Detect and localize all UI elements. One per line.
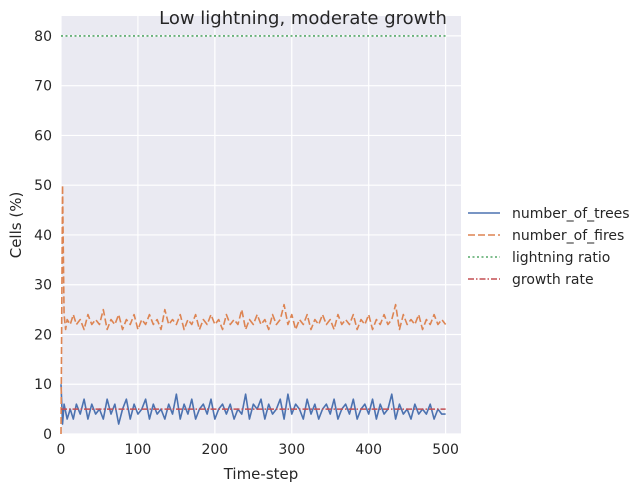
y-tick-label: 30 (34, 278, 52, 294)
series-line-number-of-fires (60, 184, 447, 435)
x-tick-label: 300 (278, 442, 305, 458)
legend-label: growth rate (512, 272, 594, 288)
x-tick-label: 0 (57, 442, 66, 458)
legend-label: lightning ratio (512, 250, 610, 266)
x-tick-label: 200 (201, 442, 228, 458)
x-tick-label: 400 (355, 442, 382, 458)
legend-label: number_of_trees (512, 206, 630, 222)
series-line-number-of-trees (60, 384, 446, 425)
x-axis-label: Time-step (223, 465, 299, 483)
y-tick-label: 10 (34, 377, 52, 393)
y-tick-label: 20 (34, 327, 52, 343)
plot-area (61, 16, 461, 434)
y-axis-label: Cells (%) (7, 192, 25, 259)
y-tick-label: 40 (34, 228, 52, 244)
x-axis-ticks: 0 100 200 300 400 500 (57, 442, 459, 458)
x-tick-label: 100 (125, 442, 152, 458)
y-axis-ticks: 0 10 20 30 40 50 60 70 80 (34, 29, 52, 443)
grid (60, 16, 461, 435)
y-tick-label: 70 (34, 79, 52, 95)
y-tick-label: 50 (34, 178, 52, 194)
y-tick-label: 0 (43, 427, 52, 443)
y-tick-label: 80 (34, 29, 52, 45)
legend-label: number_of_fires (512, 228, 624, 244)
legend: number_of_trees number_of_fires lightning … (468, 206, 630, 288)
series-lines (60, 35, 447, 435)
y-tick-label: 60 (34, 128, 52, 144)
chart-title: Low lightning, moderate growth (159, 8, 447, 29)
x-tick-label: 500 (432, 442, 459, 458)
